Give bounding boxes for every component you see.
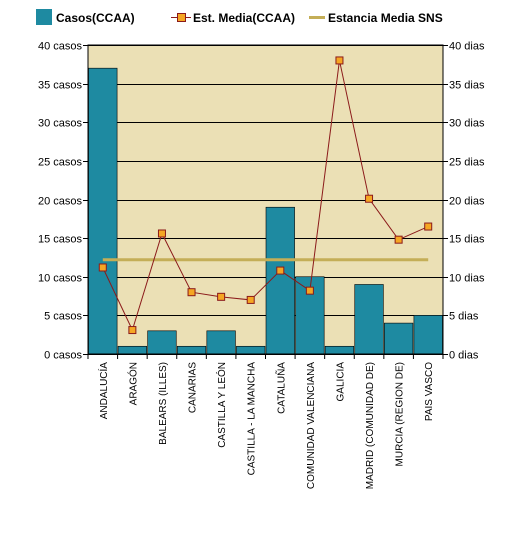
bar — [236, 345, 266, 355]
x-tick-label: ARAGÓN — [126, 362, 139, 405]
bar — [206, 330, 236, 355]
y-left-tick-label: 0 casos — [44, 350, 82, 362]
x-axis: ANDALUCÍA ARAGÓN BALEARS (ILLES) CANARIAS CA… — [87, 354, 444, 489]
x-tick-label: BALEARS (ILLES) — [158, 362, 169, 445]
bar — [413, 315, 443, 355]
y-right-tick-label: 5 dias — [449, 311, 479, 323]
x-tick-label: MADRID (COMUNIDAD DE) — [365, 362, 376, 489]
line-point — [335, 56, 344, 65]
y-left-tick-label: 15 casos — [38, 234, 83, 246]
plot-area — [88, 45, 443, 354]
y-left-tick-label: 25 casos — [38, 157, 83, 169]
bar — [117, 345, 147, 355]
x-tick-label: CASTILLA - LA MANCHA — [247, 362, 258, 476]
x-tick-label: MURCIA (REGION DE) — [395, 362, 406, 466]
line-point — [187, 288, 196, 297]
line-point — [276, 266, 285, 275]
y-right-tick-label: 20 dias — [449, 196, 485, 208]
bar — [354, 284, 384, 355]
x-tick-label: CASTILLA Y LEÓN — [215, 362, 228, 448]
y-right-tick-label: 0 dias — [449, 350, 479, 362]
y-left-tick-label: 40 casos — [38, 41, 83, 53]
legend-ref-swatch — [309, 16, 325, 19]
y-right-tick-label: 15 dias — [449, 234, 485, 246]
line-series — [102, 60, 429, 332]
legend-line-marker — [177, 13, 186, 22]
y-right-tick-label: 40 dias — [449, 41, 485, 53]
x-tick-label: COMUNIDAD VALENCIANA — [306, 362, 317, 489]
y-left-tick-label: 10 casos — [38, 273, 83, 285]
line-point — [157, 229, 166, 238]
y-left-tick-label: 20 casos — [38, 196, 83, 208]
y-axis-left: 0 casos 5 casos 10 casos 15 casos 20 casos 25… — [38, 41, 88, 362]
x-tick-label: CATALUÑA — [274, 362, 287, 414]
line-point — [217, 292, 226, 301]
line-point — [424, 222, 433, 231]
y-right-tick-label: 35 dias — [449, 80, 485, 92]
y-left-tick-label: 35 casos — [38, 80, 83, 92]
x-tick-label: ANDALUCÍA — [97, 362, 110, 420]
y-left-tick-label: 30 casos — [38, 118, 83, 130]
line-point — [394, 235, 403, 244]
legend-bars-label: Casos(CCAA) — [56, 11, 135, 25]
x-tick-label: PAIS VASCO — [424, 362, 435, 421]
y-right-tick-label: 25 dias — [449, 157, 485, 169]
bar — [176, 345, 207, 355]
line-point — [128, 326, 137, 335]
line-point — [365, 194, 374, 203]
bar — [147, 330, 177, 355]
x-tick-label: CANARIAS — [188, 362, 199, 413]
line-point — [246, 295, 255, 304]
legend-ref-label: Estancia Media SNS — [328, 11, 443, 25]
bar — [88, 67, 118, 355]
y-right-tick-label: 10 dias — [449, 273, 485, 285]
legend-bars-swatch — [36, 9, 52, 25]
line-point — [98, 263, 107, 272]
y-left-tick-label: 5 casos — [44, 311, 82, 323]
bar — [384, 322, 414, 355]
y-axis-right: 0 dias 5 dias 10 dias 15 dias 20 dias 25 dias… — [443, 41, 485, 362]
x-tick-label: GALICIA — [335, 362, 346, 402]
legend-line-label: Est. Media(CCAA) — [193, 11, 296, 25]
line-point — [305, 286, 314, 295]
y-right-tick-label: 30 dias — [449, 118, 485, 130]
bar — [324, 345, 355, 355]
line-markers — [98, 56, 433, 335]
